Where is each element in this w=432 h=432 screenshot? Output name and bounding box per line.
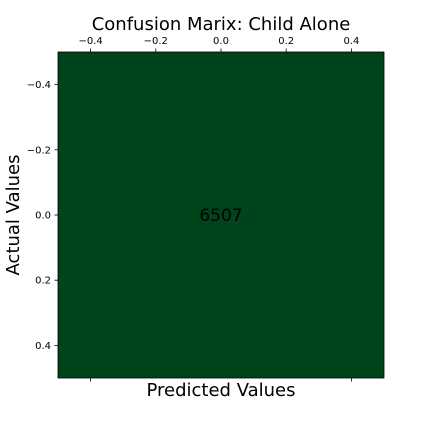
- x-axis-ticks: −0.4 −0.2 0.0 0.2 0.4: [78, 36, 359, 382]
- y-tick-label: 0.4: [35, 341, 51, 352]
- y-tick-label: 0.2: [35, 276, 51, 287]
- x-tick-label: −0.4: [78, 36, 102, 47]
- y-tick-label: 0.0: [35, 211, 51, 222]
- x-axis-label: Predicted Values: [146, 380, 295, 401]
- cell-value-label: 6507: [199, 206, 242, 226]
- y-axis-label: Actual Values: [3, 155, 24, 276]
- y-tick-label: −0.4: [27, 80, 51, 91]
- plot-area: 6507: [57, 51, 385, 379]
- x-tick-label: 0.4: [343, 36, 359, 47]
- y-tick-label: −0.2: [27, 145, 51, 156]
- y-axis-ticks: −0.4 −0.2 0.0 0.2 0.4: [27, 80, 58, 352]
- heatmap-cell: [58, 52, 384, 378]
- x-tick-label: 0.0: [213, 36, 229, 47]
- chart-title: Confusion Marix: Child Alone: [92, 14, 351, 35]
- x-tick-label: 0.2: [278, 36, 294, 47]
- x-tick-label: −0.2: [144, 36, 168, 47]
